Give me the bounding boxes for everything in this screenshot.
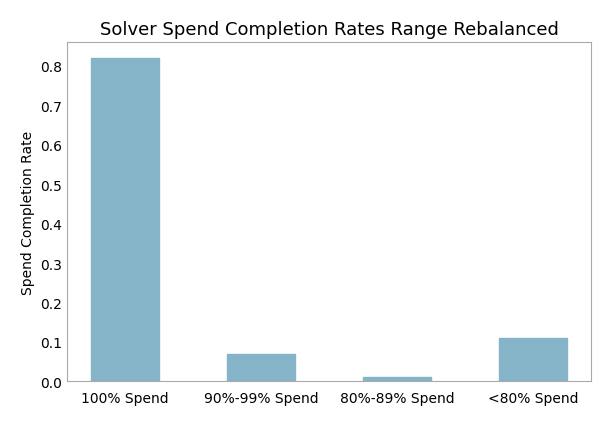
Bar xyxy=(364,377,431,382)
Bar xyxy=(227,354,295,382)
Title: Solver Spend Completion Rates Range Rebalanced: Solver Spend Completion Rates Range Reba… xyxy=(100,21,559,39)
Y-axis label: Spend Completion Rate: Spend Completion Rate xyxy=(21,130,35,294)
Bar xyxy=(91,59,159,382)
Bar xyxy=(499,338,567,382)
